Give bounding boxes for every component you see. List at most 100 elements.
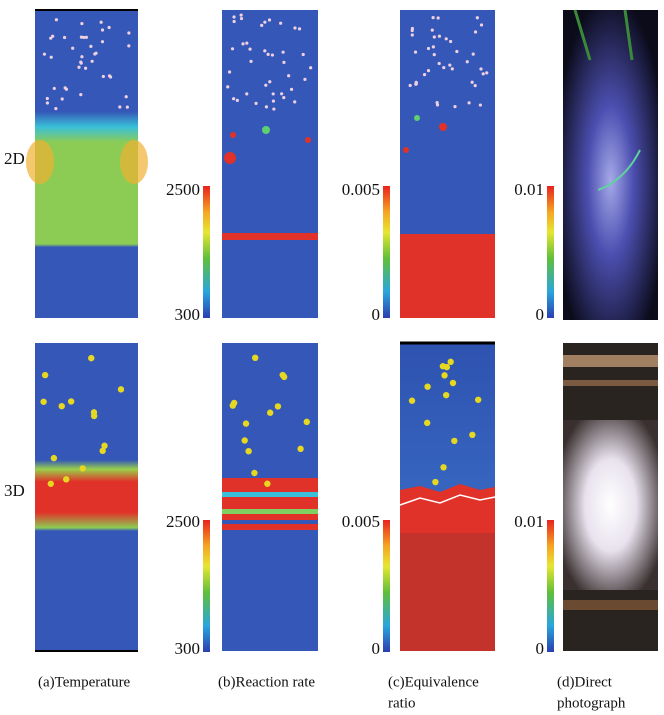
droplet [100,21,103,24]
droplet [415,81,418,84]
droplet [231,47,234,50]
droplet [254,102,257,105]
droplet [293,26,296,29]
droplet [442,66,445,69]
droplet [281,374,287,380]
droplet [424,383,430,389]
droplet [447,359,453,365]
droplet [443,392,449,398]
droplet [433,53,436,56]
droplet [232,15,235,18]
droplet [125,95,128,98]
droplet [411,27,414,30]
droplet [46,97,49,100]
droplet [59,403,65,409]
colorbar-max: 0.01 [514,180,544,199]
caption: photograph [557,695,626,711]
colorbar-max: 2500 [166,180,200,199]
droplet [48,481,54,487]
droplet [433,35,436,38]
droplet [437,16,440,19]
panel-reaction-3d [222,343,318,651]
droplet [101,28,104,31]
droplet [267,53,270,56]
colorbar-min: 0 [536,639,545,658]
colorbar-max: 0.01 [514,512,544,531]
droplet [233,20,236,23]
droplet [232,97,235,100]
droplet [89,45,92,48]
droplet [127,31,130,34]
droplet [279,22,282,25]
droplet [282,96,285,99]
droplet [427,47,430,50]
droplet [46,101,49,104]
droplet [293,100,296,103]
droplet [450,380,456,386]
panel-equivalence-2d [400,10,495,318]
droplet [472,53,475,56]
droplet [272,92,275,95]
droplet [474,84,477,87]
droplet [444,364,450,370]
droplet [61,97,64,100]
droplet [438,62,441,65]
caption: (a)Temperature [38,674,131,690]
caption: (b)Reaction rate [218,674,315,690]
droplet [79,93,82,96]
row-label: 2D [4,149,25,168]
droplet [108,26,111,29]
droplet [82,36,85,39]
colorbar [547,186,554,318]
droplet [43,53,46,56]
droplet [268,80,271,83]
droplet [126,106,129,109]
droplet [451,67,454,70]
droplet [474,30,477,33]
figure: 2D 3D 2500 300 0.005 0 0.01 0 2500 300 0… [0,0,664,715]
droplet [240,17,243,20]
droplet [265,105,268,108]
droplet [264,481,270,487]
droplet [431,29,434,32]
droplet [118,386,124,392]
droplet [94,52,97,55]
droplet [251,470,257,476]
droplet [469,432,475,438]
droplet [240,13,243,16]
droplet [50,56,53,59]
droplet [271,53,274,56]
colorbar-min: 0 [372,639,381,658]
droplet [91,60,94,63]
panel-reaction-2d [222,10,318,318]
droplet [88,355,94,361]
droplet [411,33,414,36]
droplet [252,355,258,361]
droplet [272,99,275,102]
droplet [242,437,248,443]
droplet [453,105,456,108]
droplet [476,16,479,19]
droplet [467,101,470,104]
droplet [91,413,97,419]
droplet [471,81,474,84]
droplet [438,35,441,38]
droplet [263,21,266,24]
droplet [260,24,263,27]
droplet [71,47,74,50]
caption: (c)Equivalence [388,674,479,690]
caption: (d)Direct [557,674,613,690]
droplet [42,372,48,378]
droplet [84,67,87,70]
colorbar [383,186,390,318]
droplet [449,40,452,43]
droplet [64,86,67,89]
droplet [414,50,417,53]
colorbar [547,520,554,652]
droplet [108,74,111,77]
droplet [440,464,446,470]
row-label: 3D [4,481,25,500]
droplet [281,51,284,54]
droplet [245,448,251,454]
droplet [475,397,481,403]
